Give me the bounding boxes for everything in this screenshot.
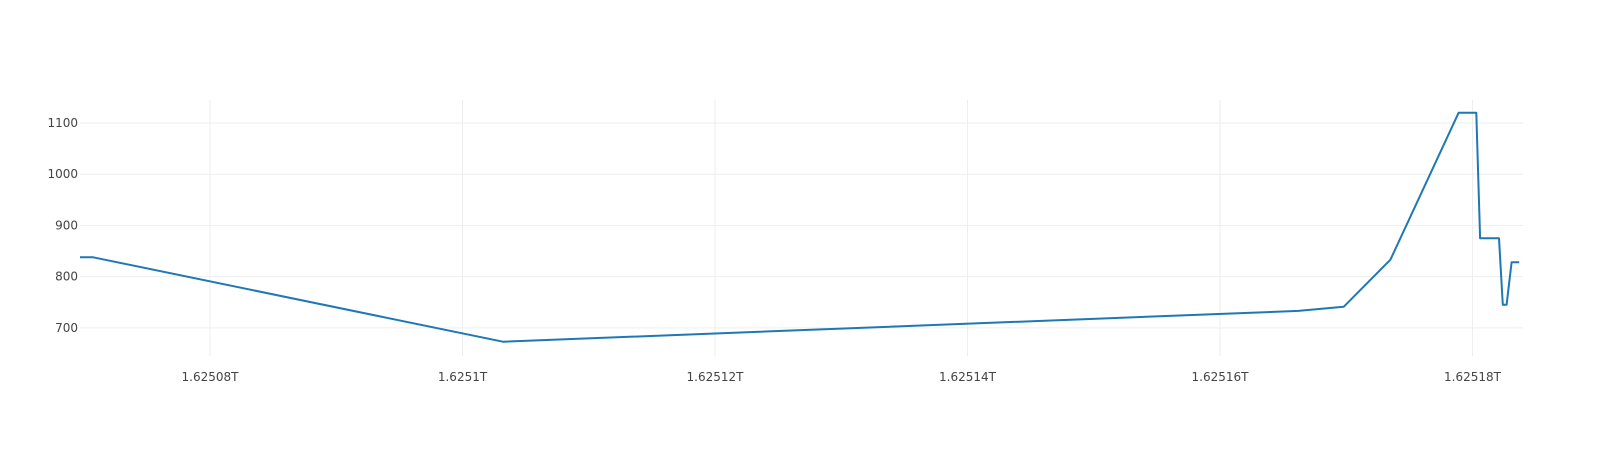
y-tick-label: 1000 <box>47 167 78 181</box>
x-tick-label: 1.62516T <box>1192 370 1250 384</box>
grid <box>80 100 1523 356</box>
y-tick-label: 700 <box>55 321 78 335</box>
y-axis: 700 800 900 1000 1100 <box>47 116 78 335</box>
x-tick-label: 1.62512T <box>687 370 745 384</box>
x-tick-label: 1.62508T <box>182 370 240 384</box>
y-tick-label: 1100 <box>47 116 78 130</box>
series-layer <box>80 111 1520 343</box>
x-tick-label: 1.62514T <box>939 370 997 384</box>
x-tick-label: 1.6251T <box>438 370 488 384</box>
y-tick-label: 800 <box>55 270 78 284</box>
x-tick-label: 1.62518T <box>1444 370 1502 384</box>
x-axis: 1.62508T 1.6251T 1.62512T 1.62514T 1.62516T 1… <box>182 370 1502 384</box>
series-line <box>80 111 1520 343</box>
y-tick-label: 900 <box>55 218 78 232</box>
